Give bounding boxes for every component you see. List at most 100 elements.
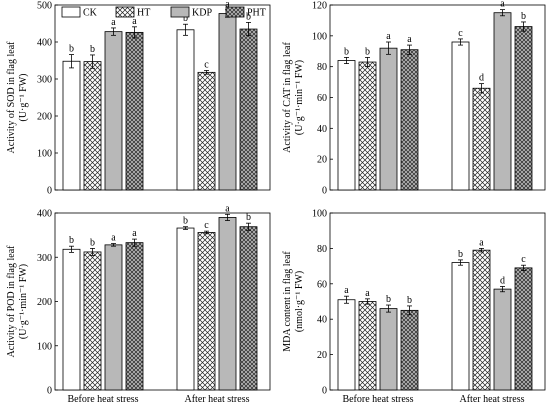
significance-letter: c (521, 254, 526, 265)
significance-letter: b (365, 46, 370, 57)
bar-kdp (104, 31, 123, 191)
bar-kdp (493, 12, 512, 191)
bar-kdp (104, 244, 123, 391)
significance-letter: b (69, 44, 74, 55)
bar-pht (400, 49, 419, 191)
bar-pht (239, 226, 258, 391)
y-axis-label: (U·g⁻¹ FW) (18, 74, 29, 122)
significance-letter: d (500, 275, 505, 286)
bar-kdp (379, 47, 398, 191)
significance-letter: b (246, 212, 251, 223)
bar-ht (197, 71, 216, 191)
bar-pht (400, 309, 419, 391)
significance-letter: b (344, 46, 349, 57)
y-axis-label: Activity of POD in flag leaf (6, 245, 17, 358)
bar-pht (125, 31, 144, 191)
significance-letter: b (183, 216, 188, 227)
y-axis-label: Activity of SOD in flag leaf (6, 41, 17, 154)
significance-letter: b (407, 295, 412, 306)
significance-letter: a (365, 288, 370, 299)
significance-letter: a (407, 34, 412, 45)
plot-frame (54, 4, 271, 191)
plot-frame (329, 212, 546, 391)
y-tick-label: 60 (317, 279, 327, 290)
x-category-label: After heat stress (460, 394, 525, 405)
significance-letter: a (500, 0, 505, 10)
y-tick-label: 0 (322, 386, 327, 397)
y-axis-label: (U·g⁻¹·min⁻¹ FW) (294, 60, 305, 135)
x-category-label: Before heat stress (67, 394, 138, 405)
chart-panel-4: 0 20 40 60 80 100 MDA content in flag leaf (nmo… (282, 209, 546, 405)
significance-letter: a (479, 237, 484, 248)
significance-letter: a (344, 285, 349, 296)
significance-letter: a (225, 0, 230, 10)
y-tick-label: 200 (37, 112, 52, 123)
significance-letter: a (111, 17, 116, 28)
y-tick-label: 200 (37, 297, 52, 308)
y-tick-label: 400 (37, 38, 52, 49)
bar-ck (451, 262, 470, 391)
bar-ht (358, 61, 377, 191)
y-tick-label: 300 (37, 253, 52, 264)
bar-ck (337, 299, 356, 391)
significance-letter: b (69, 235, 74, 246)
legend-swatch-pht (225, 6, 245, 18)
y-tick-label: 20 (317, 155, 327, 166)
bar-pht (514, 267, 533, 391)
significance-letter: d (479, 73, 484, 84)
bar-kdp (379, 308, 398, 391)
significance-letter: c (458, 28, 463, 39)
legend-label-ck: CK (83, 8, 98, 19)
legend-swatch-ht (115, 6, 135, 18)
bar-pht (239, 28, 258, 191)
y-tick-label: 100 (37, 341, 52, 352)
significance-letter: b (90, 237, 95, 248)
y-tick-label: 100 (37, 149, 52, 160)
significance-letter: c (204, 59, 209, 70)
y-tick-label: 100 (312, 31, 327, 42)
legend: CK HT KDP PHT (61, 6, 266, 19)
significance-letter: b (90, 44, 95, 55)
y-tick-label: 0 (322, 186, 327, 197)
y-tick-label: 0 (47, 186, 52, 197)
significance-letter: a (225, 203, 230, 214)
bar-kdp (218, 13, 237, 191)
y-tick-label: 0 (47, 386, 52, 397)
legend-label-ht: HT (137, 8, 150, 19)
significance-letter: b (458, 249, 463, 260)
x-category-label: Before heat stress (342, 394, 413, 405)
legend-label-pht: PHT (247, 8, 266, 19)
legend-swatch-kdp (170, 6, 190, 18)
bar-ck (451, 41, 470, 191)
bar-ck (176, 227, 195, 391)
y-axis-label: (nmol·g⁻¹ FW) (294, 271, 305, 332)
chart-panel-3: 0 100 200 300 400 Activity of POD in flag lea… (6, 203, 271, 405)
x-category-label: After heat stress (185, 394, 250, 405)
y-tick-label: 120 (312, 1, 327, 12)
significance-letter: a (111, 233, 116, 244)
y-tick-label: 40 (317, 124, 327, 135)
y-tick-label: 80 (317, 244, 327, 255)
bar-ht (83, 61, 102, 191)
chart-panel-1: 0 100 200 300 400 500 Activity of SOD in flag … (6, 0, 271, 197)
bar-ck (337, 60, 356, 191)
bar-ck (176, 29, 195, 191)
y-tick-label: 20 (317, 350, 327, 361)
significance-letter: c (204, 220, 209, 231)
bar-kdp (493, 288, 512, 391)
significance-letter: a (132, 228, 137, 239)
significance-letter: b (521, 11, 526, 22)
y-tick-label: 80 (317, 62, 327, 73)
bar-ck (62, 248, 81, 391)
y-axis-label: MDA content in flag leaf (282, 251, 293, 352)
bar-ck (62, 60, 81, 191)
legend-swatch-ck (61, 6, 81, 18)
bar-pht (125, 242, 144, 391)
bar-pht (514, 26, 533, 191)
significance-letter: b (246, 11, 251, 22)
bar-ht (472, 249, 491, 391)
bar-ht (83, 251, 102, 391)
y-tick-label: 400 (37, 209, 52, 220)
y-tick-label: 300 (37, 75, 52, 86)
